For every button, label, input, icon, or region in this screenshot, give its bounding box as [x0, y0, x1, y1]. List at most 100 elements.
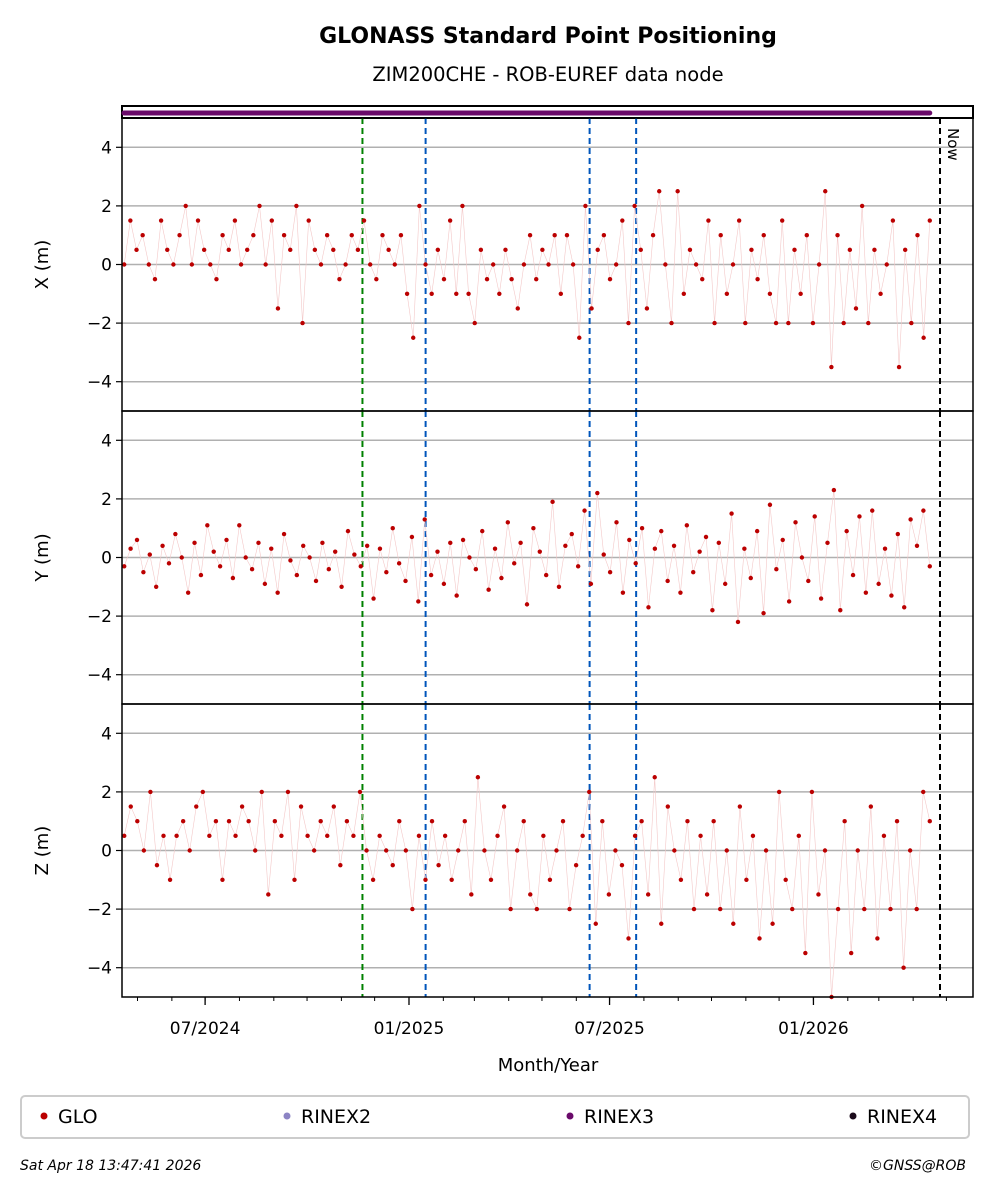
data-point: [167, 877, 173, 882]
legend-marker-rinex3: [566, 1112, 574, 1120]
data-point: [895, 531, 901, 537]
data-point: [166, 561, 172, 566]
data-point: [380, 233, 385, 238]
data-point: [165, 247, 170, 253]
data-point: [442, 833, 448, 839]
data-point: [646, 605, 651, 610]
data-point: [767, 502, 773, 507]
data-point: [154, 862, 160, 868]
data-point: [848, 950, 854, 956]
data-point: [200, 789, 206, 795]
data-point: [783, 877, 788, 882]
data-point: [729, 511, 734, 516]
data-point: [645, 892, 651, 897]
data-point: [460, 537, 466, 543]
data-point: [531, 526, 536, 531]
data-point: [868, 804, 874, 809]
data-point: [908, 517, 913, 522]
data-point: [370, 877, 376, 882]
data-point: [556, 584, 562, 589]
data-point: [257, 203, 262, 209]
data-point: [546, 262, 551, 267]
data-point: [253, 848, 258, 853]
data-point: [889, 593, 894, 598]
data-point: [822, 848, 828, 853]
data-point: [275, 306, 281, 311]
data-point: [141, 569, 146, 575]
data-point: [763, 848, 769, 853]
data-point: [339, 584, 344, 589]
data-point: [462, 819, 467, 824]
data-point: [657, 189, 662, 194]
data-point: [816, 262, 822, 267]
data-point: [460, 203, 465, 209]
data-point: [831, 487, 837, 493]
panel-x: −4 −2 0 2 4 X (m): [32, 117, 974, 412]
data-point: [207, 833, 212, 839]
data-point: [593, 921, 598, 926]
data-point: [220, 877, 225, 882]
data-point: [754, 528, 760, 534]
data-point: [492, 546, 498, 551]
data-point: [663, 262, 668, 267]
data-point: [512, 561, 517, 566]
data-point: [180, 819, 186, 824]
data-point: [870, 508, 875, 513]
data-point: [521, 819, 526, 824]
data-point: [514, 848, 520, 853]
legend-marker-rinex4: [849, 1112, 857, 1120]
data-point: [275, 590, 280, 595]
y-tick-label: 2: [101, 490, 112, 510]
data-point: [613, 848, 618, 853]
y-axis-label: Z (m): [32, 826, 53, 876]
x-tick-label: 07/2025: [574, 1019, 645, 1039]
data-point: [534, 276, 539, 282]
data-point: [160, 543, 165, 548]
data-point: [558, 291, 564, 296]
data-point: [128, 546, 133, 551]
data-point: [281, 531, 287, 537]
data-point: [750, 833, 756, 839]
data-point: [192, 540, 197, 546]
y-tick-label: 0: [101, 256, 112, 276]
data-point: [454, 593, 459, 598]
data-point: [436, 862, 441, 868]
legend-label: RINEX4: [867, 1106, 937, 1128]
data-point: [547, 877, 553, 882]
data-point: [780, 218, 785, 223]
data-point: [894, 819, 900, 824]
data-point: [390, 526, 395, 531]
data-point: [441, 276, 447, 282]
data-point: [198, 572, 204, 578]
data-point: [588, 581, 594, 587]
data-point: [823, 189, 828, 194]
data-point: [128, 218, 133, 223]
data-point: [312, 247, 318, 253]
data-point: [672, 848, 677, 853]
data-point: [671, 543, 677, 548]
data-point: [601, 552, 606, 557]
data-point: [233, 833, 238, 839]
data-point: [706, 218, 711, 223]
data-point: [429, 291, 434, 296]
data-point: [122, 833, 127, 839]
data-point: [332, 549, 338, 554]
data-point: [237, 523, 242, 528]
data-point: [208, 262, 213, 267]
data-point: [724, 848, 729, 853]
data-point: [697, 549, 702, 554]
data-point: [761, 610, 766, 616]
data-point: [620, 218, 625, 223]
panel-z: −4 −2 0 2 4 Z (m): [32, 703, 974, 1000]
data-point: [173, 531, 178, 537]
data-point: [541, 833, 546, 839]
data-point: [810, 320, 816, 326]
data-point: [467, 555, 472, 560]
data-point: [230, 575, 236, 581]
data-point: [416, 833, 422, 839]
data-point: [153, 584, 159, 589]
data-point: [371, 596, 376, 601]
now-label: Now: [944, 128, 962, 161]
chart-title: GLONASS Standard Point Positioning: [319, 24, 777, 49]
data-point: [392, 262, 397, 267]
